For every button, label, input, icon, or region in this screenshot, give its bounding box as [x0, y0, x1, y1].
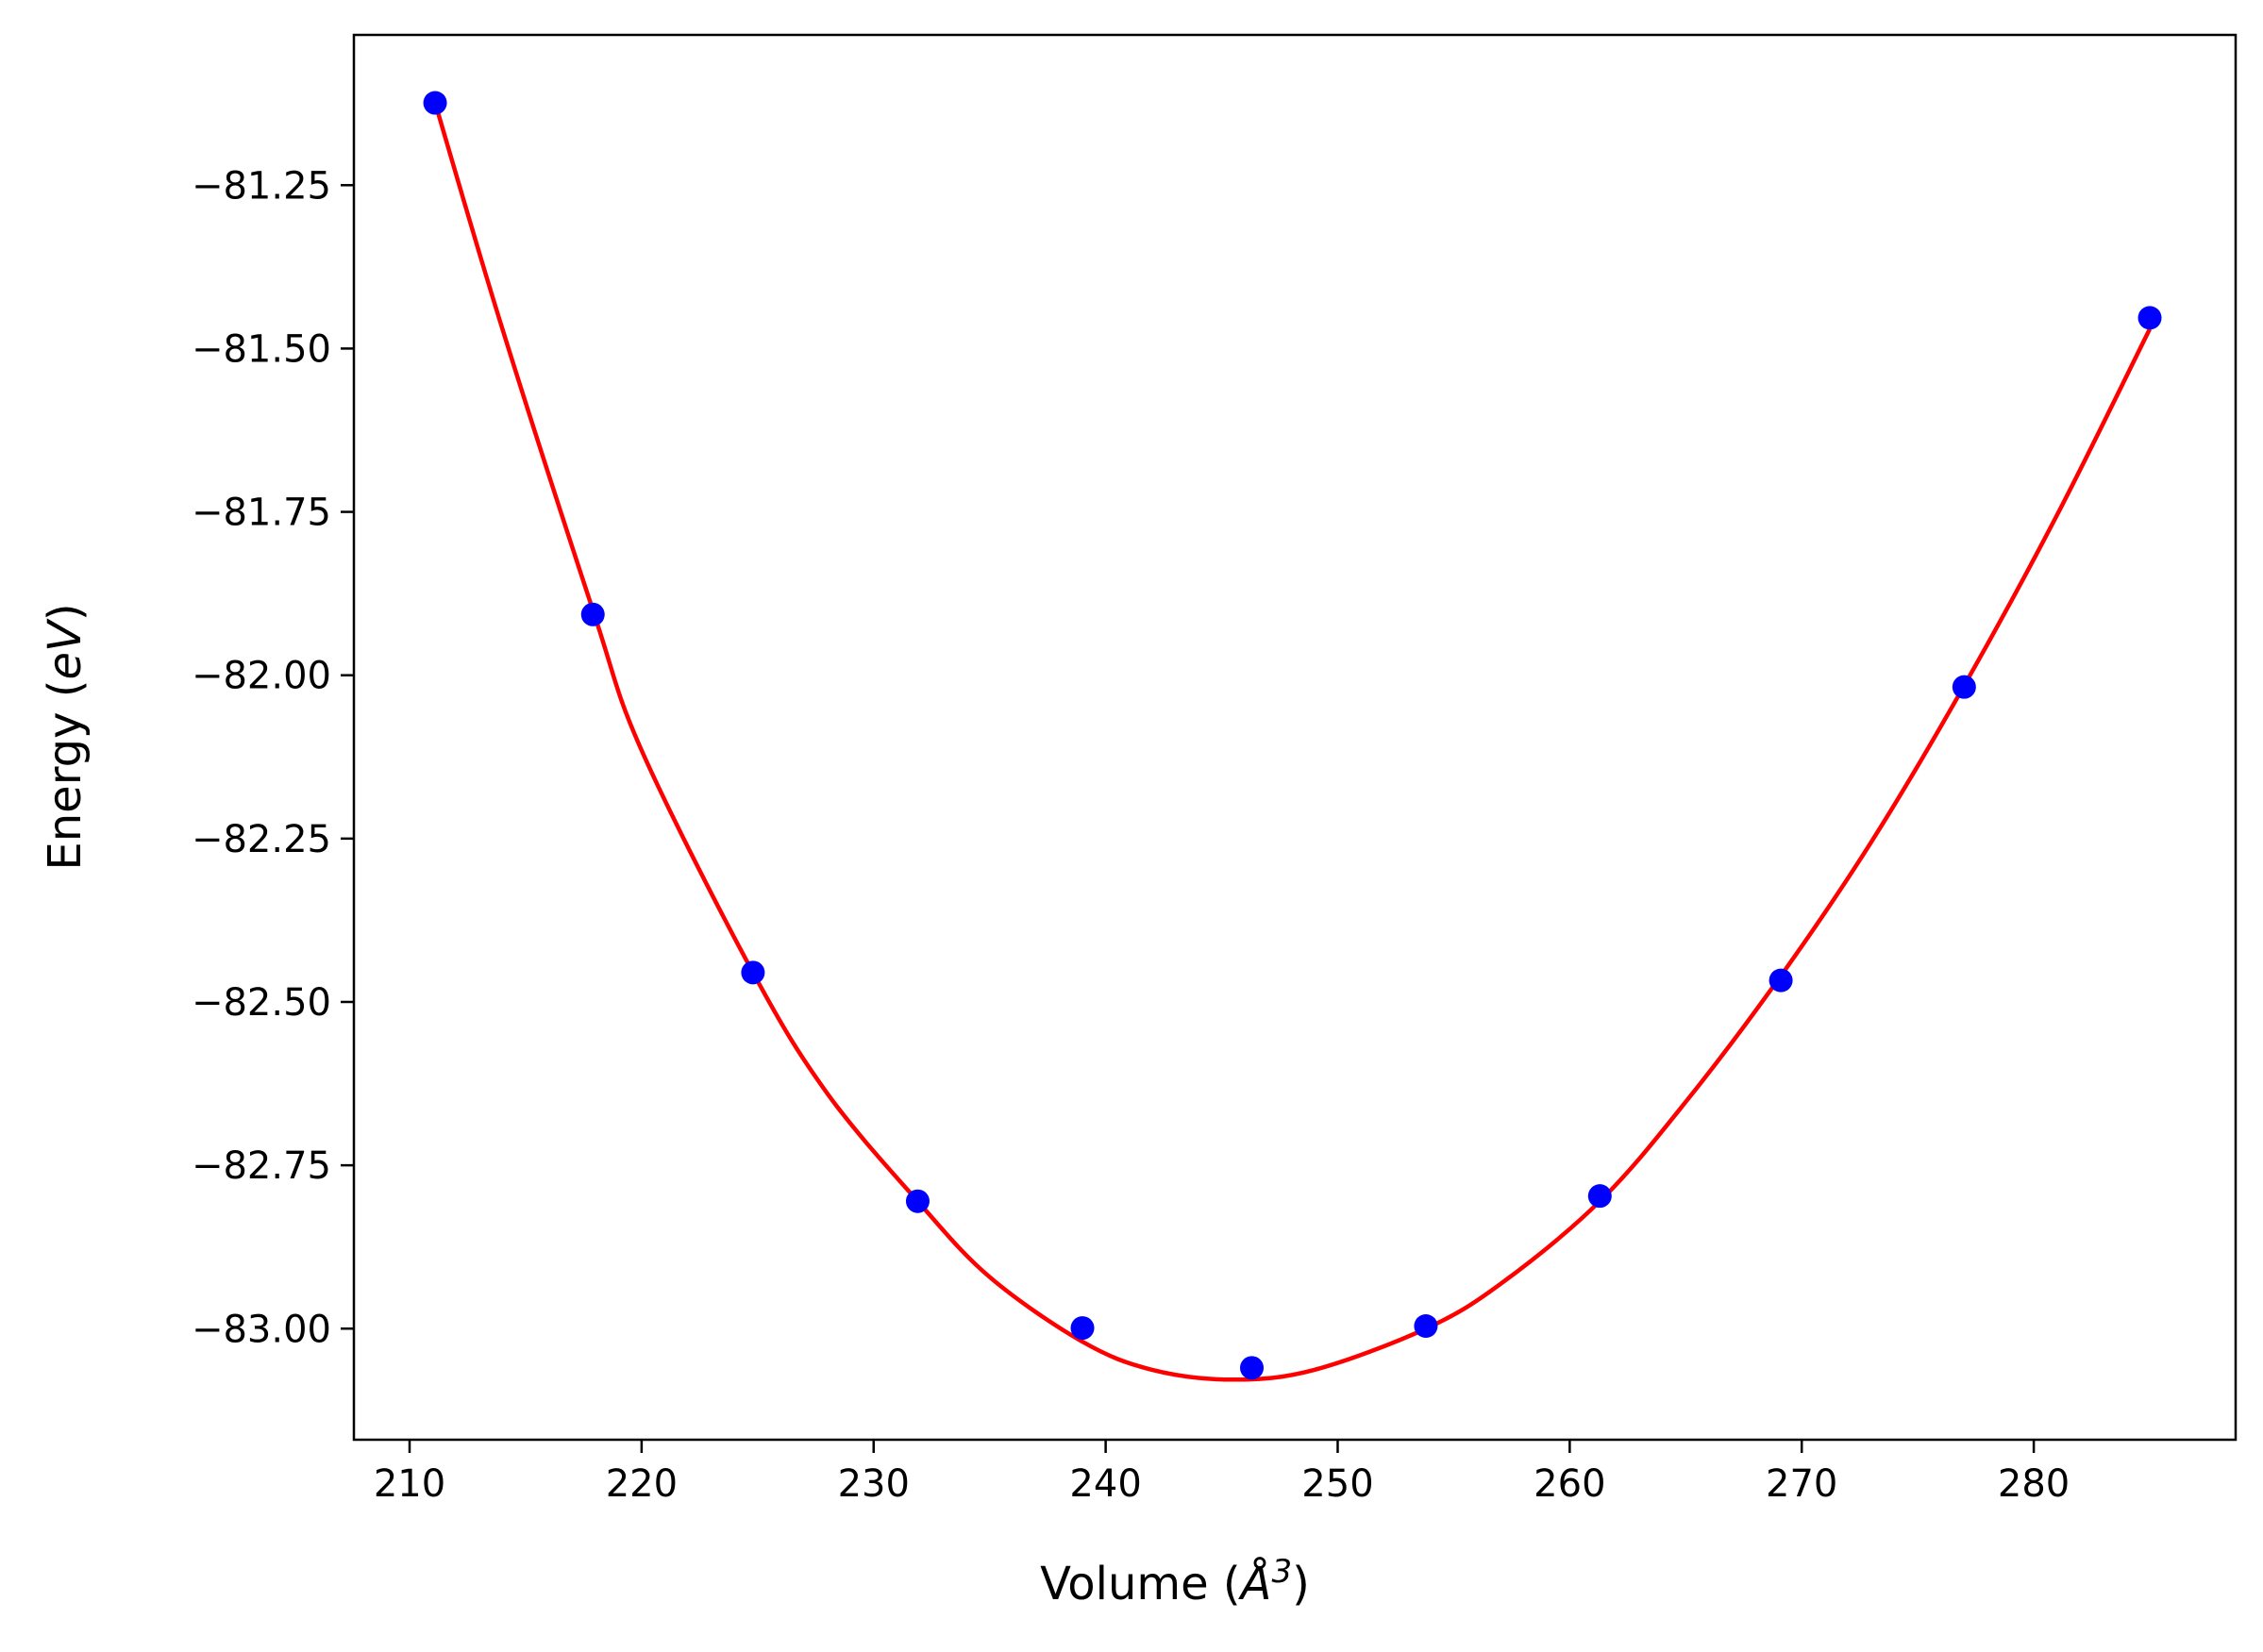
y-tick-label: −82.75: [192, 1144, 331, 1188]
y-tick-label: −81.75: [192, 492, 331, 535]
data-point: [741, 960, 765, 985]
y-tick-label: −82.25: [192, 818, 331, 861]
y-axis-label: Energy (eV): [39, 603, 92, 870]
data-point: [1587, 1184, 1612, 1209]
x-tick-label: 270: [1766, 1462, 1837, 1506]
data-point: [1952, 675, 1976, 699]
data-point: [1240, 1356, 1265, 1380]
data-point: [1070, 1316, 1095, 1341]
y-axis-ticks: −81.25 −81.50 −81.75 −82.00 −82.25 −82.50 −82.…: [192, 164, 354, 1351]
series-layer: [423, 91, 2162, 1382]
x-tick-label: 250: [1301, 1462, 1373, 1506]
x-tick-label: 240: [1069, 1462, 1141, 1506]
x-tick-label: 230: [838, 1462, 910, 1506]
data-point: [905, 1189, 930, 1213]
y-tick-label: −82.00: [192, 655, 331, 698]
y-tick-label: −81.50: [192, 327, 331, 371]
plot-area-frame: [352, 33, 2238, 1442]
x-axis-ticks: 210 220 230 240 250 260 270 280: [374, 1440, 2070, 1506]
x-tick-label: 260: [1534, 1462, 1605, 1506]
y-tick-label: −81.25: [192, 164, 331, 208]
x-axis-label: Volume (Å3): [1040, 1553, 1310, 1610]
y-tick-label: −83.00: [192, 1308, 331, 1351]
y-tick-label: −82.50: [192, 981, 331, 1025]
x-tick-label: 220: [606, 1462, 678, 1506]
x-tick-label: 210: [374, 1462, 445, 1506]
fit-curve-line: [432, 102, 2153, 1382]
data-point: [423, 91, 447, 115]
data-point: [2137, 306, 2162, 330]
data-point: [1414, 1313, 1438, 1338]
x-tick-label: 280: [1998, 1462, 2070, 1506]
data-point: [1768, 968, 1793, 993]
data-point: [580, 602, 605, 626]
